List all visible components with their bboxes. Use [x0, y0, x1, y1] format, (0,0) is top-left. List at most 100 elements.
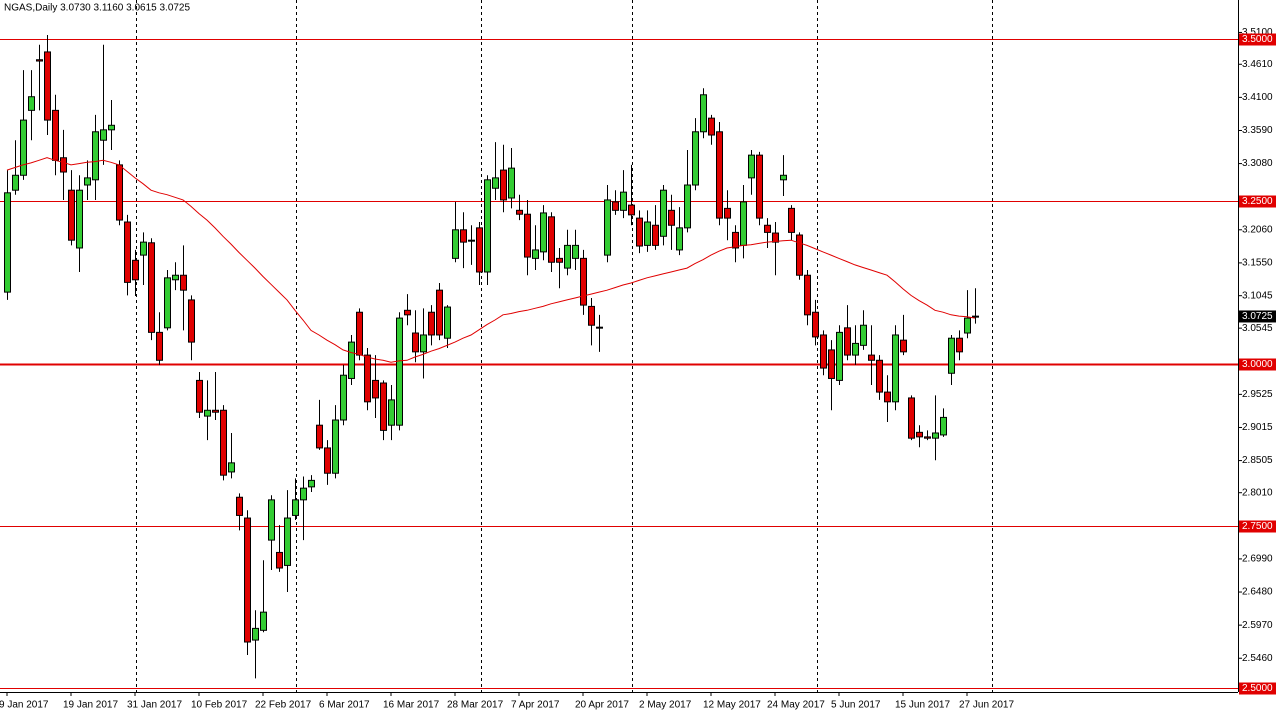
candle-body — [428, 311, 435, 336]
x-tick-label: 28 Mar 2017 — [447, 700, 504, 711]
candle-body — [852, 342, 859, 356]
candle-body — [244, 517, 251, 643]
candle-body — [324, 447, 331, 474]
candle-body — [756, 154, 763, 219]
candle-body — [652, 224, 659, 246]
candle-body — [836, 331, 843, 381]
candle-body — [372, 379, 379, 399]
x-tick-label: 9 Jan 2017 — [0, 700, 49, 711]
x-tick-label: 22 Feb 2017 — [255, 700, 312, 711]
candle-body — [580, 257, 587, 306]
y-tick-label: 2.9015 — [1242, 422, 1273, 433]
level-label-box — [1239, 520, 1276, 533]
candle-body — [332, 419, 339, 474]
current-price-label: 3.0725 — [1242, 311, 1273, 322]
y-tick-label: 2.6480 — [1242, 587, 1273, 598]
candle-body — [764, 224, 771, 233]
candle-body — [388, 399, 395, 426]
candle-body — [316, 424, 323, 449]
candle-body — [676, 227, 683, 251]
candle-body — [452, 229, 459, 259]
candle-body — [548, 216, 555, 263]
candle-body — [36, 59, 43, 62]
x-tick-label: 20 Apr 2017 — [575, 700, 629, 711]
candle-body — [116, 164, 123, 221]
y-tick-label: 2.6990 — [1242, 554, 1273, 565]
candle-body — [668, 209, 675, 226]
y-tick-label: 3.4610 — [1242, 59, 1273, 70]
candle-body — [588, 305, 595, 326]
candle-body — [412, 332, 419, 353]
candle-body — [820, 334, 827, 369]
candle-body — [148, 242, 155, 333]
x-tick-label: 5 Jun 2017 — [831, 700, 881, 711]
candle-body — [132, 259, 139, 281]
candle-body — [556, 257, 563, 263]
y-tick-label: 3.2060 — [1242, 224, 1273, 235]
candle-body — [300, 487, 307, 501]
candle-body — [492, 177, 499, 189]
candle-body — [860, 324, 867, 346]
candle-body — [172, 274, 179, 281]
candle-body — [180, 274, 187, 291]
candle-body — [708, 117, 715, 136]
candle-body — [884, 391, 891, 403]
x-tick-label: 6 Mar 2017 — [319, 700, 370, 711]
candle-body — [260, 611, 267, 631]
x-tick-label: 24 May 2017 — [767, 700, 825, 711]
candle-body — [196, 379, 203, 413]
candle-body — [140, 241, 147, 256]
level-label-box — [1239, 358, 1276, 371]
y-tick-label: 3.1045 — [1242, 290, 1273, 301]
candle-body — [892, 334, 899, 403]
candle-body — [596, 326, 603, 329]
candle-body — [284, 517, 291, 566]
candle-body — [436, 289, 443, 336]
candle-body — [740, 201, 747, 246]
candle-body — [508, 167, 515, 199]
candle-body — [540, 212, 547, 253]
candle-body — [532, 249, 539, 259]
level-label-box — [1239, 33, 1276, 46]
candle-body — [780, 174, 787, 181]
x-tick-label: 2 May 2017 — [639, 700, 692, 711]
current-price-box — [1239, 310, 1276, 323]
candle-body — [4, 192, 11, 293]
candle-body — [108, 124, 115, 131]
candle-body — [236, 496, 243, 516]
candle-body — [620, 191, 627, 211]
candle-body — [700, 94, 707, 133]
candle-body — [524, 213, 531, 258]
axes: 3.5100 3.4610 3.4100 3.3590 3.3080 3.2060 3.15… — [0, 27, 1276, 711]
candle-body — [468, 239, 475, 242]
candle-body — [500, 169, 507, 201]
candle-body — [220, 409, 227, 476]
candle-body — [420, 334, 427, 353]
candle-body — [76, 189, 83, 249]
plot — [4, 35, 979, 679]
candle-body — [276, 551, 283, 569]
candle-body — [572, 244, 579, 259]
y-tick-label: 2.5460 — [1242, 653, 1273, 664]
candle-body — [868, 354, 875, 361]
y-tick-label: 3.0545 — [1242, 323, 1273, 334]
candle-body — [52, 109, 59, 161]
x-tick-label: 12 May 2017 — [703, 700, 761, 711]
candle-body — [844, 327, 851, 356]
candle-body — [796, 234, 803, 276]
candle-body — [612, 201, 619, 211]
candle-body — [84, 177, 91, 186]
candle-body — [732, 231, 739, 249]
candle-body — [484, 179, 491, 273]
candle-body — [20, 119, 27, 176]
candle-body — [564, 244, 571, 269]
level-label: 3.2500 — [1242, 196, 1273, 207]
candle-body — [748, 154, 755, 179]
candle-body — [956, 337, 963, 353]
candle-body — [156, 331, 163, 361]
candle-body — [772, 232, 779, 243]
candle-body — [684, 184, 691, 229]
candle-body — [476, 227, 483, 273]
